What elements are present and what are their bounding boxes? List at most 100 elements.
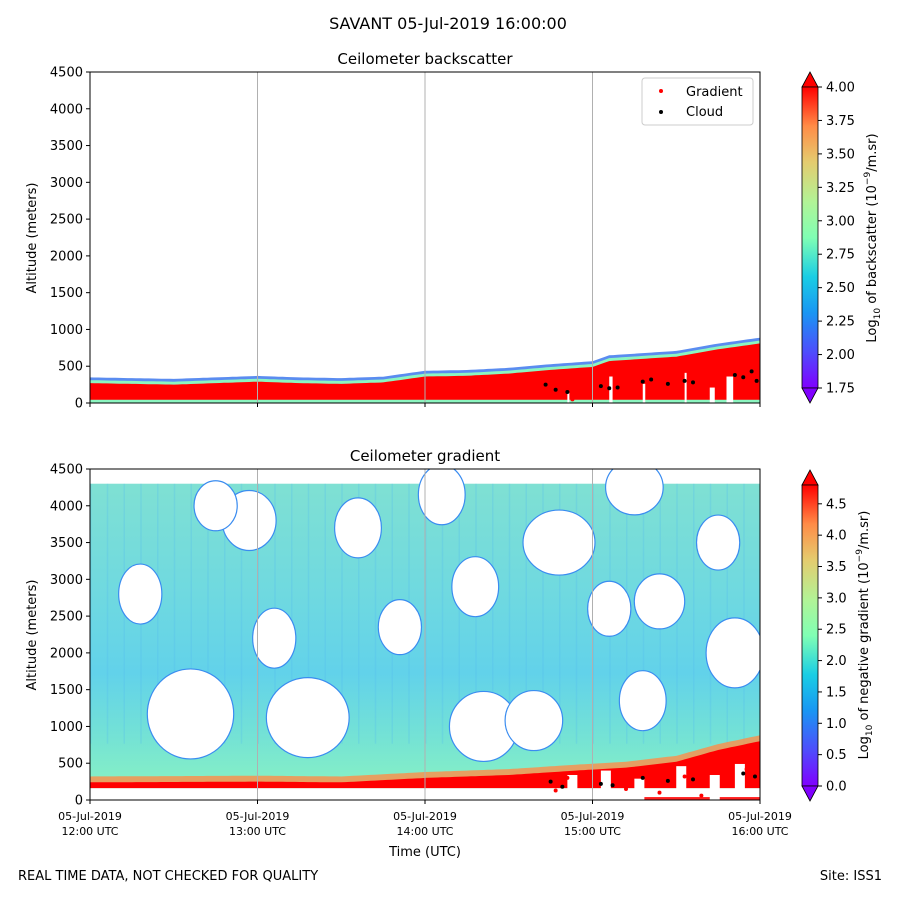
data-gap [567, 774, 578, 800]
cloud-marker [610, 783, 615, 788]
data-gap [567, 392, 570, 403]
colorbar-label-main: Log [865, 319, 880, 342]
gradient-data-gap [417, 469, 466, 526]
gradient-data-gap [118, 563, 163, 625]
cloud-marker [640, 379, 645, 384]
field-streak [743, 483, 745, 744]
cloud-marker [640, 775, 645, 780]
colorbar-tick-label: 1.0 [826, 717, 847, 732]
gradient-panel: 0 500 1000 1500 2000 2500 3000 3500 4000 4500 05-… [25, 447, 875, 860]
colorbar-tick-label: 4.00 [826, 81, 855, 96]
colorbar-label-middle: of negative gradient (10 [857, 562, 872, 724]
gradient-markers [548, 767, 757, 798]
gradient-data-gap [451, 556, 500, 618]
gradient-data-gap [587, 580, 632, 637]
gradient-marker [752, 381, 757, 386]
field-streak [542, 483, 544, 744]
field-streak [240, 483, 243, 744]
gradient-marker [744, 370, 749, 375]
colorbar-label-superscript: −9 [855, 549, 865, 563]
field-streak [709, 483, 712, 744]
colorbar-tick-label: 2.00 [826, 348, 855, 363]
cloud-marker [598, 384, 603, 389]
y-tick-label: 1000 [50, 720, 83, 735]
colorbar-tick-label: 3.5 [826, 560, 847, 575]
field-streak [508, 483, 511, 744]
field-streak [106, 483, 109, 744]
colorbar-tick-label: 3.00 [826, 214, 855, 229]
legend-gradient-label: Gradient [686, 85, 743, 100]
field-streak [726, 483, 728, 744]
cloud-marker [749, 369, 754, 374]
x-tick-label-time: 15:00 UTC [564, 825, 621, 838]
x-tick-label-time: 14:00 UTC [396, 825, 453, 838]
site-label: Site: ISS1 [819, 869, 882, 884]
colorbar-tick-label: 2.50 [826, 281, 855, 296]
data-gap [734, 763, 745, 789]
field-streak [173, 483, 176, 744]
gradient-data-gap [604, 469, 664, 516]
cloud-marker [741, 771, 746, 776]
gradient-marker [744, 767, 749, 772]
backscatter-y-axis-label: Altitude (meters) [25, 183, 40, 294]
colorbar-tick-label: 2.0 [826, 654, 847, 669]
colorbar-label-subscript: 10 [865, 724, 875, 736]
x-tick-label-date: 05-Jul-2019 [58, 810, 122, 823]
field-streak [157, 483, 159, 744]
colorbar-tick-label: 2.75 [826, 248, 855, 263]
cloud-marker [615, 385, 620, 390]
x-tick-label-date: 05-Jul-2019 [226, 810, 290, 823]
gradient-marker [657, 790, 662, 795]
gradient-colorbar: 0.0 0.5 1.0 1.5 2.0 2.5 3.0 3.5 4.0 4.5 Log10 of … [801, 469, 875, 802]
field-streak [492, 483, 494, 744]
gradient-marker [557, 378, 561, 383]
gradient-y-axis-label: Altitude (meters) [25, 580, 40, 691]
field-streak [207, 483, 209, 744]
legend-box [641, 77, 754, 126]
field-streak [291, 483, 293, 744]
colorbar-label: Log10 of backscatter (10−9/m.sr) [863, 133, 883, 342]
colorbar-max-extend [801, 71, 819, 88]
x-tick-label-date: 05-Jul-2019 [393, 810, 457, 823]
surface-band [642, 797, 760, 800]
cloud-marker [691, 380, 695, 385]
data-gap [684, 372, 687, 403]
quality-disclaimer: REAL TIME DATA, NOT CHECKED FOR QUALITY [18, 869, 319, 884]
colorbar-tick-label: 3.0 [826, 591, 847, 606]
backscatter-gridlines [257, 72, 593, 403]
gradient-data-gap [695, 514, 741, 571]
field-streak [307, 483, 310, 744]
y-tick-label: 3500 [50, 139, 83, 154]
cloud-marker [741, 375, 746, 380]
cloud-marker [565, 389, 570, 394]
colorbar-tick-label: 2.5 [826, 623, 847, 638]
colorbar-max-extend [801, 469, 819, 486]
y-tick-label: 3000 [50, 573, 83, 588]
y-tick-label: 0 [75, 397, 83, 412]
colorbar-label-main: Log [857, 736, 872, 759]
colorbar-label: Log10 of negative gradient (10−9/m.sr) [855, 511, 875, 760]
colorbar-ticks: 0.0 0.5 1.0 1.5 2.0 2.5 3.0 3.5 4.0 4.5 [818, 497, 847, 795]
cloud-marker [752, 774, 757, 779]
figure-title: SAVANT 05-Jul-2019 16:00:00 [329, 14, 567, 33]
data-gap [609, 376, 613, 403]
cloud-marker [598, 781, 603, 786]
cloud-marker [754, 378, 759, 383]
gradient-title: Ceilometer gradient [350, 447, 500, 465]
y-tick-label: 4000 [50, 102, 83, 117]
field-streak [525, 483, 527, 744]
gradient-x-ticks: 05-Jul-2019 12:00 UTC 05-Jul-2019 13:00 UTC… [58, 800, 792, 838]
y-tick-label: 3000 [50, 176, 83, 191]
backscatter-panel: 0 500 1000 1500 2000 2500 3000 3500 4000 4500 Cei… [25, 50, 883, 412]
y-tick-label: 4000 [50, 499, 83, 514]
field-streak [425, 483, 427, 744]
y-tick-label: 4500 [50, 463, 83, 478]
colorbar-tick-label: 1.5 [826, 685, 847, 700]
gradient-marker [565, 775, 570, 780]
field-streak [693, 483, 695, 744]
colorbar-label-middle: of backscatter (10 [865, 185, 880, 308]
data-gap [726, 376, 734, 403]
field-streak [257, 483, 259, 744]
y-tick-label: 2000 [50, 249, 83, 264]
x-tick-label-time: 13:00 UTC [229, 825, 286, 838]
